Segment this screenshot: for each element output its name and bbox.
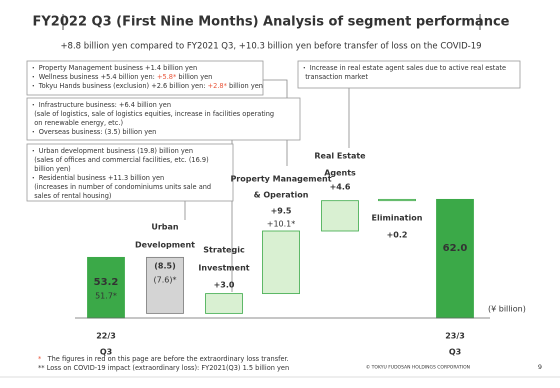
text-line: ・ Tokyu Hands business (exclusion) +2.6 …	[30, 82, 263, 90]
text-segment: (sales of offices and commercial facilit…	[30, 156, 209, 164]
note-box: ・ Increase in real estate agent sales du…	[297, 60, 521, 89]
bar	[87, 256, 125, 319]
value-label: +0.2	[387, 231, 408, 240]
text-segment: The figures in red on this page are befo…	[41, 355, 288, 363]
before-transfer-label: 51.7*	[95, 292, 117, 301]
category-label: Real Estate	[314, 152, 366, 161]
text-segment: ・ Increase in real estate agent sales du…	[301, 64, 506, 72]
value-label: 62.0	[443, 243, 468, 254]
category-label: Q3	[449, 348, 461, 357]
text-line: sales of rental housing)	[30, 192, 112, 200]
text-line: * The figures in red on this page are be…	[38, 355, 289, 363]
note-frame	[297, 60, 521, 89]
highlight-segment: +5.8*	[157, 73, 177, 81]
text-line: billion yen)	[30, 165, 71, 173]
text-line: ・ Residential business +11.3 billion yen	[30, 174, 164, 182]
unit-label: (¥ billion)	[488, 305, 526, 314]
text-segment: ・ Property Management business +1.4 bill…	[30, 64, 197, 72]
category-label: Development	[135, 241, 195, 250]
text-segment: ** Loss on COVID-19 impact (extraordinar…	[38, 364, 289, 372]
text-segment: ・ Residential business +11.3 billion yen	[30, 174, 164, 182]
text-segment: sales of rental housing)	[30, 192, 112, 200]
text-segment: billion yen	[176, 73, 212, 81]
text-segment: ・ Urban development business (19.8) bill…	[30, 147, 193, 155]
page-number: 9	[538, 363, 542, 371]
title: FY2022 Q3 (First Nine Months) Analysis o…	[33, 15, 510, 30]
text-line: ・ Property Management business +1.4 bill…	[30, 64, 197, 72]
bar	[321, 200, 359, 232]
text-line: ・ Increase in real estate agent sales du…	[301, 64, 506, 72]
text-line: on renewable energy, etc.)	[30, 119, 123, 127]
text-segment: ・ Infrastructure business: +6.4 billion …	[30, 101, 171, 109]
bar	[436, 198, 474, 319]
text-line: (sale of logistics, sale of logistics eq…	[30, 110, 274, 118]
category-label: Elimination	[372, 214, 423, 223]
value-label: (8.5)	[154, 262, 175, 271]
note-frame	[26, 143, 234, 202]
text-segment: ・ Wellness business +5.4 billion yen:	[30, 73, 157, 81]
text-segment: ・ Overseas business: (3.5) billion yen	[30, 128, 156, 136]
value-label: +4.6	[330, 183, 351, 192]
text-segment: (increases in number of condominiums uni…	[30, 183, 211, 191]
highlight-segment: *	[38, 355, 42, 363]
before-transfer-label: +10.1*	[267, 220, 296, 229]
text-segment: billion yen	[227, 82, 263, 90]
text-line: ・ Infrastructure business: +6.4 billion …	[30, 101, 171, 109]
bar	[262, 230, 300, 295]
value-label: 53.2	[94, 277, 119, 288]
value-label: +9.5	[271, 207, 292, 216]
value-label: +3.0	[214, 281, 235, 290]
category-label: & Operation	[254, 191, 309, 200]
note-box: ・ Infrastructure business: +6.4 billion …	[26, 97, 301, 141]
category-label: Property Management	[230, 175, 331, 184]
text-line: transaction market	[301, 73, 368, 81]
copyright: © TOKYU FUDOSAN HOLDINGS CORPORATION	[366, 364, 470, 371]
category-label: Urban	[151, 223, 179, 232]
category-label: Q3	[100, 348, 112, 357]
category-label: Strategic	[203, 246, 245, 255]
category-label: Investment	[198, 264, 249, 273]
text-line: ・ Overseas business: (3.5) billion yen	[30, 128, 156, 136]
note-box: ・ Urban development business (19.8) bill…	[26, 143, 234, 202]
highlight-segment: +2.8*	[208, 82, 228, 90]
text-line: ・ Urban development business (19.8) bill…	[30, 147, 193, 155]
text-segment: transaction market	[301, 73, 368, 81]
text-segment: ・ Tokyu Hands business (exclusion) +2.6 …	[30, 82, 208, 90]
text-line: (increases in number of condominiums uni…	[30, 183, 211, 191]
text-segment: (sale of logistics, sale of logistics eq…	[30, 110, 274, 118]
bar	[378, 198, 416, 202]
category-label: 23/3	[445, 332, 465, 341]
category-label: 22/3	[96, 332, 116, 341]
bar	[146, 256, 184, 314]
note-frame	[26, 97, 301, 141]
text-segment: on renewable energy, etc.)	[30, 119, 123, 127]
text-segment: billion yen)	[30, 165, 71, 173]
text-line: (sales of offices and commercial facilit…	[30, 156, 209, 164]
subtitle: +8.8 billion yen compared to FY2021 Q3, …	[60, 42, 481, 52]
before-transfer-label: (7.6)*	[154, 276, 177, 285]
category-label: Agents	[324, 169, 356, 178]
text-line: ・ Wellness business +5.4 billion yen: +5…	[30, 73, 212, 81]
bar	[205, 293, 243, 314]
note-frame	[26, 60, 264, 96]
note-box: ・ Property Management business +1.4 bill…	[26, 60, 264, 96]
text-line: ** Loss on COVID-19 impact (extraordinar…	[38, 364, 289, 372]
